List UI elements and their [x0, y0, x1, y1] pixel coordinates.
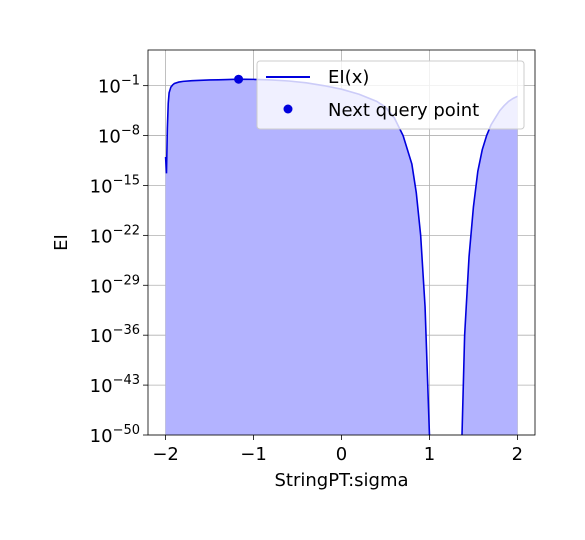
legend-point-swatch — [283, 104, 293, 114]
y-tick-label: 10−29 — [90, 273, 140, 297]
x-tick-label: −1 — [240, 444, 267, 465]
x-tick-label: 1 — [424, 444, 435, 465]
ei-fill-segment — [165, 79, 430, 436]
y-axis-label: EI — [51, 234, 72, 251]
x-axis-label: StringPT:sigma — [274, 470, 408, 491]
x-tick-label: 2 — [512, 444, 523, 465]
y-tick-label: 10−8 — [98, 124, 140, 148]
next-query-point — [234, 74, 244, 84]
y-tick-label: 10−43 — [90, 373, 140, 397]
y-tick-label: 10−1 — [98, 74, 140, 98]
legend-entry-ei: EI(x) — [328, 67, 369, 88]
y-tick-label: 10−50 — [90, 423, 140, 447]
next-query-points — [234, 74, 244, 84]
ei-line-segment — [164, 78, 431, 436]
y-tick-label: 10−36 — [90, 323, 140, 347]
x-tick-label: 0 — [336, 444, 347, 465]
ei-fill-segment — [461, 96, 518, 435]
legend-entry-next-query: Next query point — [328, 100, 479, 121]
ticks: −2 −1 0 1 2 10−1 10−8 10−15 10−22 10−29 10−36 10−43… — [90, 74, 523, 465]
y-tick-label: 10−15 — [90, 173, 140, 197]
legend-box — [256, 60, 525, 130]
y-tick-label: 10−22 — [90, 223, 140, 247]
legend: EI(x) Next query point — [256, 60, 525, 130]
ei-fill-area — [165, 79, 518, 436]
x-tick-label: −2 — [152, 444, 179, 465]
